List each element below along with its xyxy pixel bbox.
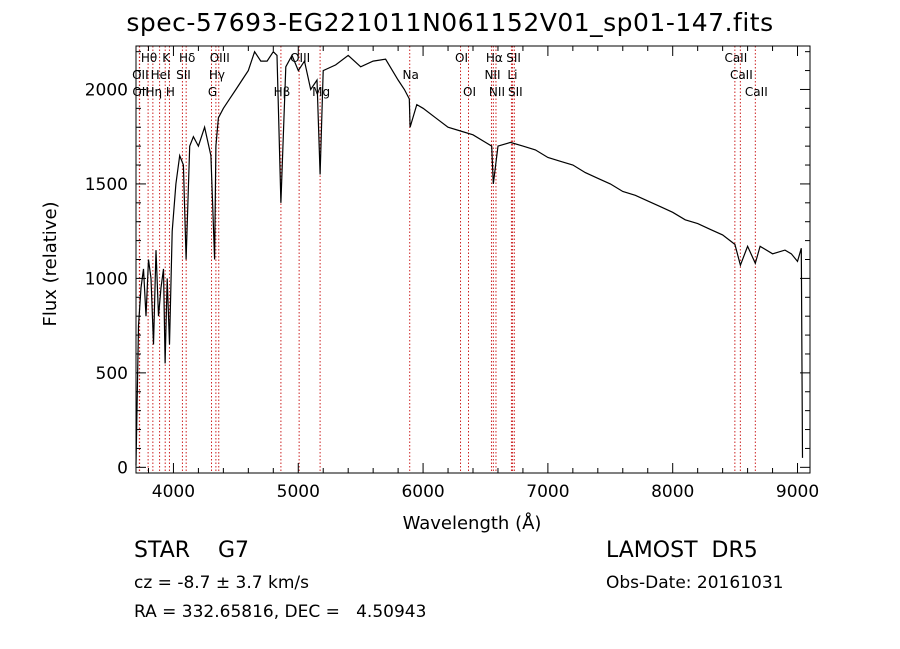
y-tick-label: 1000 — [85, 269, 128, 289]
x-tick-label: 6000 — [401, 482, 444, 502]
line-label-Mg: Mg — [312, 85, 330, 99]
line-label-H: H — [166, 85, 175, 99]
x-axis-label: Wavelength (Å) — [403, 512, 542, 534]
object-class: STAR G7 — [134, 538, 250, 563]
line-label-SII: SII — [506, 51, 521, 65]
line-label-G: G — [208, 85, 217, 99]
line-label-OIII: OIII — [290, 51, 310, 65]
line-label-CaII: CaII — [724, 51, 747, 65]
y-axis-label: Flux (relative) — [40, 201, 61, 326]
axes: 4000 5000 6000 7000 8000 9000 0 500 1000 1500 2000 — [85, 45, 819, 502]
line-label-Li: Li — [507, 68, 517, 82]
line-label-OII: OII — [132, 68, 149, 82]
y-tick-label: 2000 — [85, 80, 128, 100]
y-tick-label: 1500 — [85, 175, 128, 195]
line-label-Hα: Hα — [486, 51, 503, 65]
plot-frame — [135, 45, 811, 474]
line-label-NII: NII — [489, 85, 505, 99]
ra-dec: RA = 332.65816, DEC = 4.50943 — [134, 602, 427, 622]
line-label-OIII: OIII — [210, 51, 230, 65]
line-markers — [138, 46, 756, 473]
line-label-Hδ: Hδ — [179, 51, 195, 65]
line-label-SII: SII — [508, 85, 523, 99]
line-label-HeI: HeI — [151, 68, 171, 82]
redshift-cz: cz = -8.7 ± 3.7 km/s — [134, 573, 309, 593]
line-label-Na: Na — [403, 68, 419, 82]
x-tick-label: 8000 — [651, 482, 694, 502]
line-label-CaII: CaII — [745, 85, 768, 99]
chart-title: spec-57693-EG221011N061152V01_sp01-147.f… — [126, 8, 774, 37]
x-tick-label: 4000 — [152, 482, 195, 502]
line-label-OII: OII — [132, 85, 149, 99]
spectrum-line — [135, 50, 804, 466]
line-label-Hη: Hη — [146, 85, 163, 99]
x-tick-label: 5000 — [277, 482, 320, 502]
y-tick-label: 0 — [117, 458, 128, 478]
survey-name: LAMOST DR5 — [606, 538, 758, 563]
line-label-Hβ: Hβ — [274, 85, 291, 99]
observation-date: Obs-Date: 20161031 — [606, 573, 784, 593]
line-label-SII: SII — [176, 68, 191, 82]
line-label-Hγ: Hγ — [209, 68, 225, 82]
line-label-K: K — [162, 51, 171, 65]
line-label-Hθ: Hθ — [141, 51, 157, 65]
x-tick-label: 9000 — [776, 482, 819, 502]
line-label-OI: OI — [455, 51, 468, 65]
line-label-CaII: CaII — [730, 68, 753, 82]
y-tick-label: 500 — [96, 364, 128, 384]
line-label-OI: OI — [463, 85, 476, 99]
x-tick-label: 7000 — [526, 482, 569, 502]
line-label-NII: NII — [484, 68, 500, 82]
